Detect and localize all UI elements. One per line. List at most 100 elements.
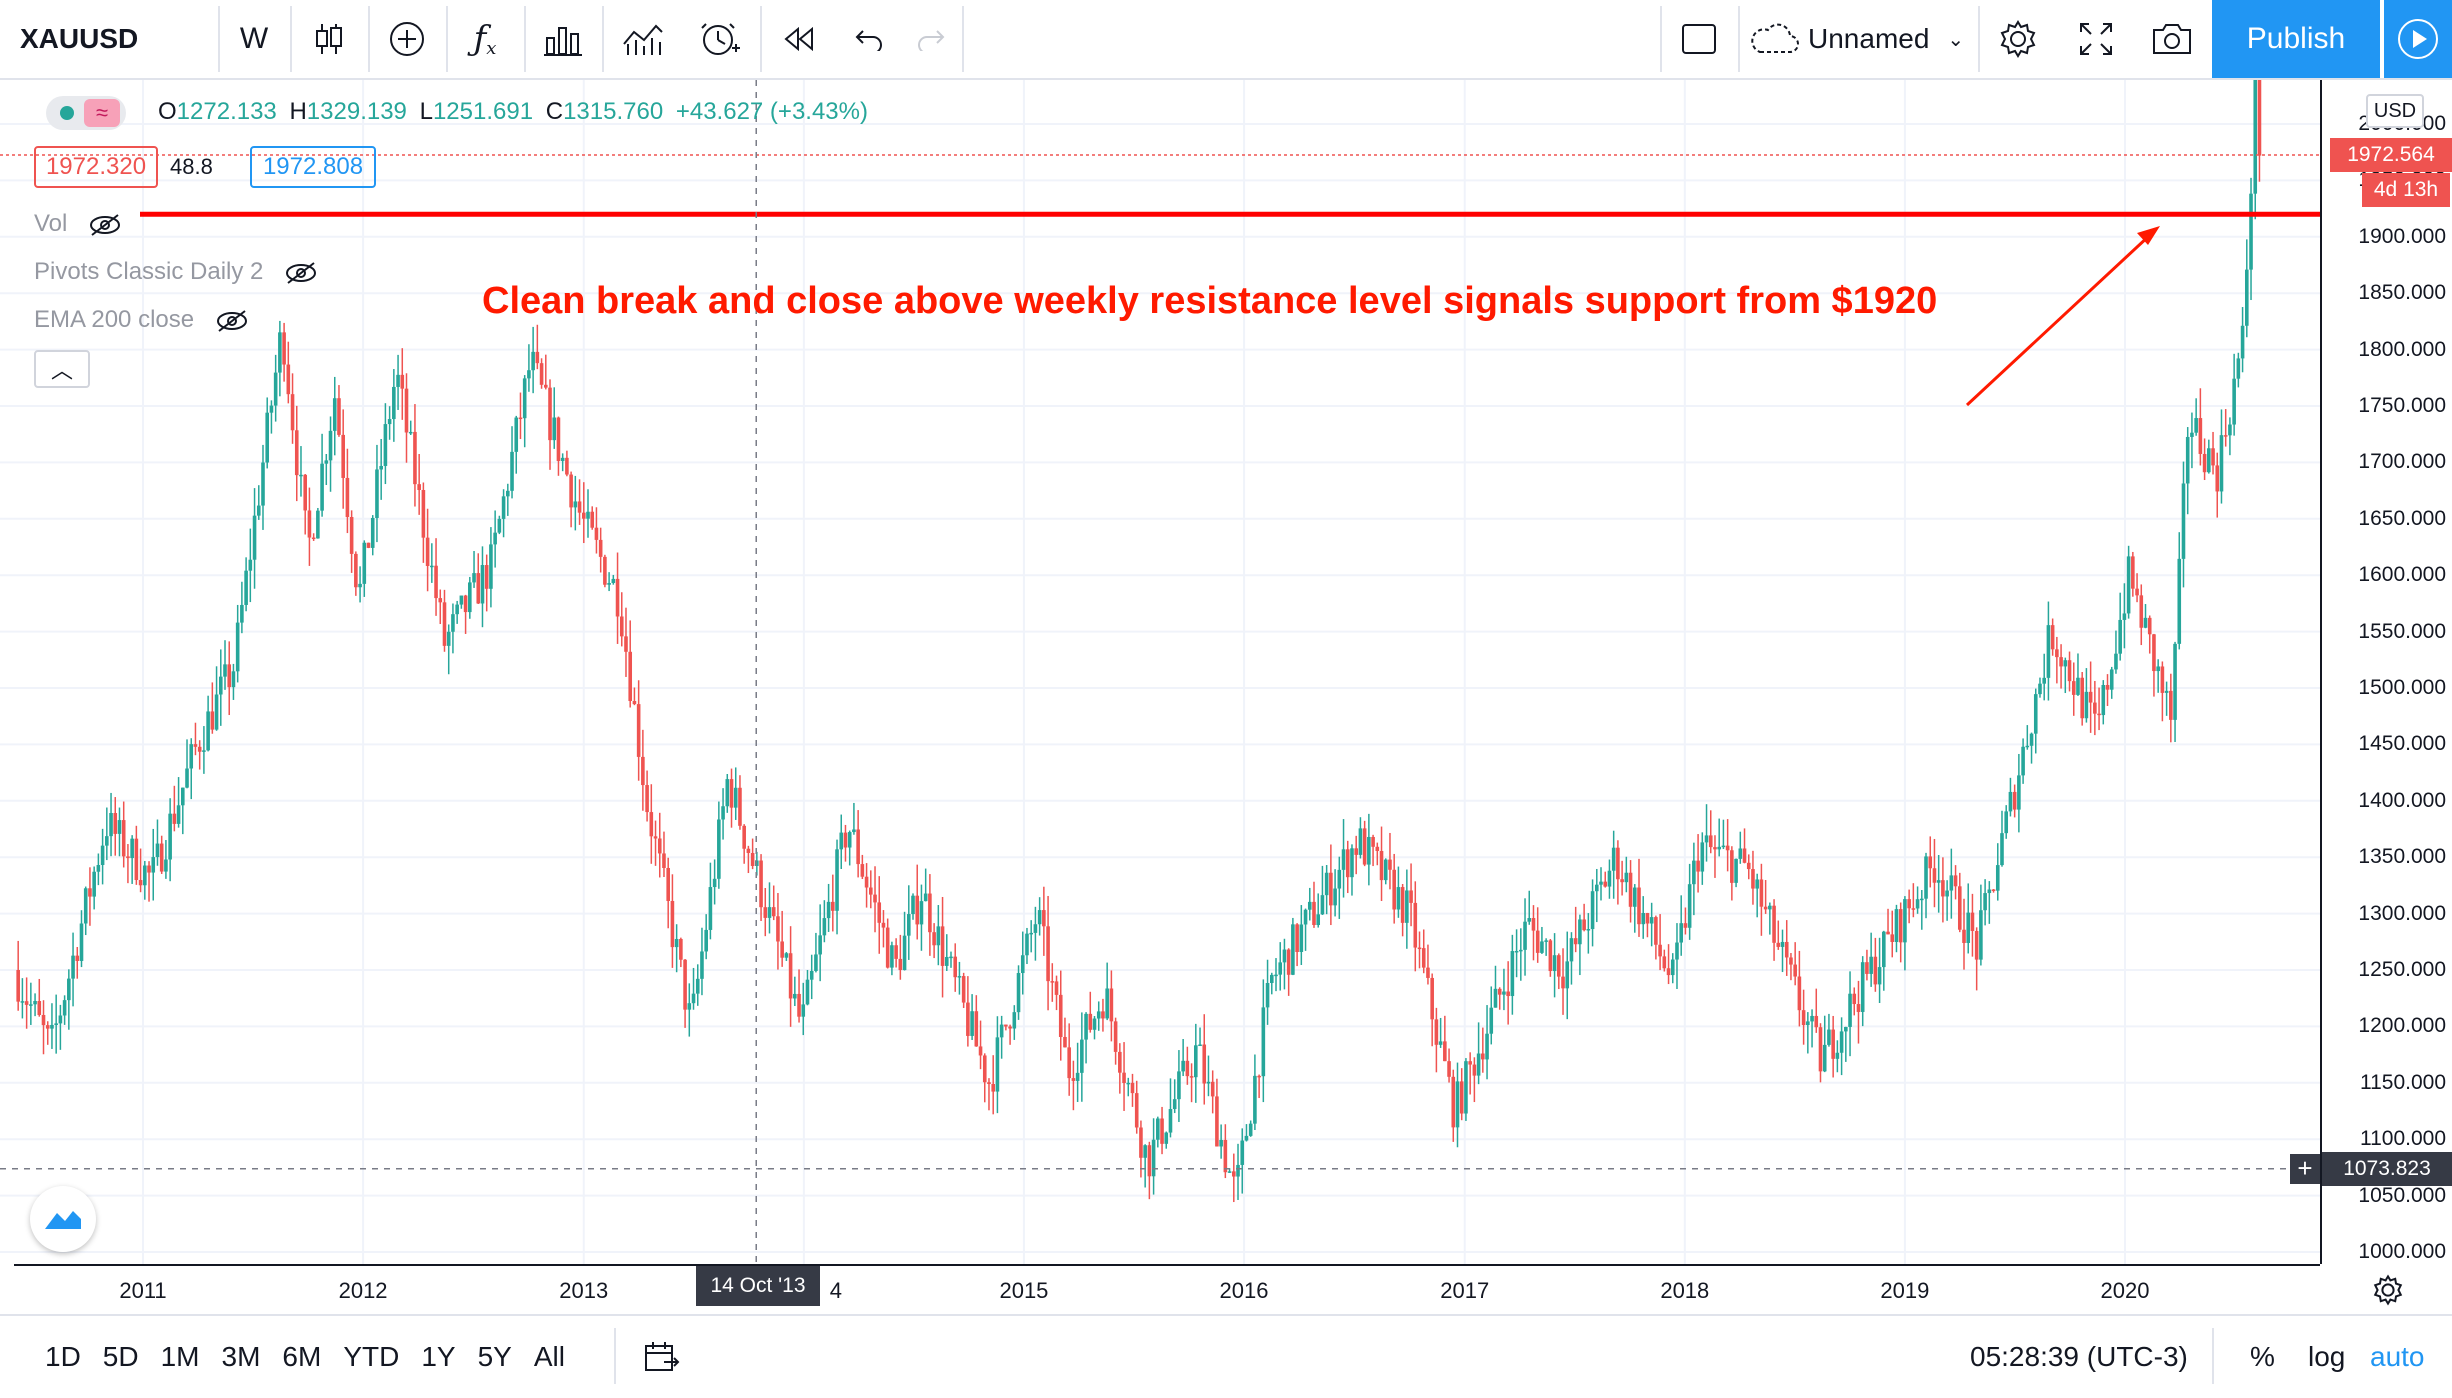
candle-body: [531, 351, 535, 371]
redo-icon[interactable]: [900, 0, 960, 78]
price-tick: 1850.000: [2358, 281, 2446, 305]
range-button[interactable]: 3M: [221, 1341, 261, 1372]
legend-toggle[interactable]: ≈: [46, 96, 126, 130]
time-scale[interactable]: 2011 2012 2013 4 2015 2016 2017 2018 2019 2020: [14, 1264, 2320, 1316]
range-button[interactable]: 6M: [282, 1341, 322, 1372]
hidden-eye-icon[interactable]: [88, 213, 122, 237]
candle-body: [349, 516, 354, 554]
candle-body: [1717, 846, 1721, 850]
clock[interactable]: 05:28:39 (UTC-3): [1970, 1341, 2188, 1372]
candle-body: [2190, 432, 2194, 437]
tradingview-logo[interactable]: [30, 1186, 96, 1252]
candle-body: [1058, 994, 1063, 1037]
symbol-search[interactable]: XAUUSD: [20, 23, 139, 54]
calendar-goto-icon[interactable]: [644, 1316, 680, 1398]
candle-body: [442, 602, 447, 646]
candle-body: [733, 787, 738, 808]
layout-icon[interactable]: [1664, 0, 1734, 78]
publish-button[interactable]: Publish: [2212, 0, 2380, 78]
candle-body: [2105, 685, 2110, 690]
hidden-eye-icon[interactable]: [215, 309, 249, 333]
candle-body: [1865, 962, 1869, 974]
candle-body: [1109, 988, 1114, 1022]
candle-body: [1641, 913, 1646, 925]
candle-body: [552, 417, 557, 441]
candle-body: [982, 1055, 987, 1083]
candle-body: [594, 527, 599, 540]
play-icon[interactable]: [2384, 0, 2452, 78]
plus-icon[interactable]: +: [2290, 1153, 2320, 1184]
annotation-arrow[interactable]: [1965, 226, 2160, 407]
candle-body: [1375, 846, 1380, 851]
collapse-legend-button[interactable]: ︿: [34, 350, 90, 388]
toolbar-divider: [1738, 6, 1740, 72]
price-tick: 1450.000: [2358, 732, 2446, 756]
replay-icon[interactable]: [764, 0, 834, 78]
indicator-ema[interactable]: EMA 200 close: [34, 306, 249, 334]
range-button[interactable]: 1M: [160, 1341, 200, 1372]
candle-body: [2236, 358, 2241, 379]
candle-body: [590, 511, 595, 528]
candle-body: [1573, 938, 1578, 945]
settings-gear-icon[interactable]: [2366, 1270, 2410, 1310]
range-button[interactable]: 5D: [102, 1341, 139, 1372]
candle-body: [497, 518, 502, 533]
candle-body: [645, 785, 649, 813]
price-chart[interactable]: [0, 80, 2320, 1264]
bar-chart-icon[interactable]: [528, 0, 598, 78]
add-icon[interactable]: [372, 0, 442, 78]
candles-icon[interactable]: [294, 0, 364, 78]
log-toggle[interactable]: log: [2308, 1341, 2346, 1372]
percent-toggle[interactable]: %: [2250, 1341, 2275, 1372]
layout-name-menu[interactable]: Unnamed ⌄: [1748, 0, 1968, 78]
interval-button[interactable]: W: [239, 22, 269, 55]
candle-body: [265, 412, 270, 463]
price-tick: 1350.000: [2358, 845, 2446, 869]
indicator-pivots[interactable]: Pivots Classic Daily 2: [34, 258, 318, 286]
low-value: 1251.691: [432, 98, 534, 125]
range-button[interactable]: 5Y: [477, 1341, 512, 1372]
candle-body: [235, 622, 240, 672]
currency-label[interactable]: USD: [2366, 94, 2424, 128]
candle-body: [2084, 691, 2089, 719]
hidden-eye-icon[interactable]: [284, 261, 318, 285]
candle-body: [860, 864, 865, 877]
range-button[interactable]: YTD: [343, 1341, 400, 1372]
candle-body: [1316, 914, 1321, 926]
gear-icon[interactable]: [1982, 0, 2054, 78]
compare-icon[interactable]: [606, 0, 680, 78]
fullscreen-icon[interactable]: [2060, 0, 2132, 78]
candle-body: [2198, 418, 2203, 454]
candle-body: [1742, 848, 1747, 863]
candle-body: [1776, 942, 1781, 947]
candle-body: [1139, 1127, 1143, 1158]
price-scale[interactable]: 2000.0001950.0001900.0001850.0001800.000…: [2320, 80, 2452, 1264]
candle-body: [1569, 938, 1574, 962]
candle-body: [2033, 694, 2038, 734]
annotation-text[interactable]: Clean break and close above weekly resis…: [482, 280, 1938, 322]
undo-icon[interactable]: [840, 0, 900, 78]
alert-icon[interactable]: [684, 0, 756, 78]
candle-body: [586, 511, 590, 519]
toolbar-divider: [1660, 6, 1662, 72]
candle-body: [2021, 746, 2025, 776]
indicator-volume[interactable]: Vol: [34, 210, 122, 238]
candle-body: [392, 386, 396, 420]
candle-body: [708, 887, 713, 930]
candle-body: [2249, 193, 2253, 270]
buy-button[interactable]: 1972.808: [250, 146, 376, 188]
chevron-up-icon: ︿: [50, 358, 73, 383]
candle-body: [1042, 910, 1046, 927]
auto-toggle[interactable]: auto: [2370, 1341, 2425, 1372]
candle-body: [256, 505, 261, 516]
range-button[interactable]: 1D: [45, 1341, 81, 1372]
range-button[interactable]: 1Y: [421, 1341, 456, 1372]
range-button[interactable]: All: [533, 1341, 565, 1372]
wave-icon: ≈: [84, 99, 120, 127]
camera-icon[interactable]: [2136, 0, 2208, 78]
candle-body: [33, 1001, 37, 1005]
sell-button[interactable]: 1972.320: [34, 146, 158, 188]
candle-body: [1679, 923, 1684, 943]
